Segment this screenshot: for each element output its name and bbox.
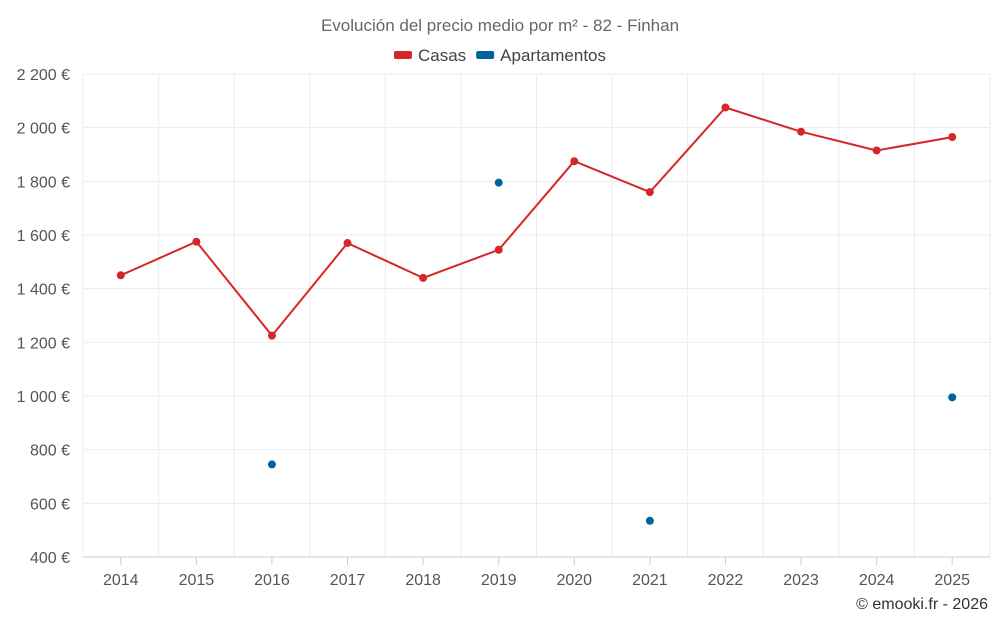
x-gridlines xyxy=(82,74,991,557)
x-tick-label: 2022 xyxy=(708,572,744,589)
data-point-apartamentos[interactable] xyxy=(494,178,503,187)
data-point-casas[interactable] xyxy=(419,273,428,282)
data-point-casas[interactable] xyxy=(343,239,352,248)
data-point-apartamentos[interactable] xyxy=(645,516,654,525)
series-casas xyxy=(116,103,957,340)
x-tick-label: 2020 xyxy=(556,572,592,589)
data-point-casas[interactable] xyxy=(645,188,654,197)
y-tick-label: 600 € xyxy=(30,496,70,513)
data-point-apartamentos[interactable] xyxy=(267,460,276,469)
x-tick-label: 2023 xyxy=(783,572,819,589)
series-line-casas xyxy=(120,106,953,337)
credit-text: © emooki.fr - 2026 xyxy=(856,596,988,613)
y-tick-label: 400 € xyxy=(30,550,70,567)
y-tick-label: 2 200 € xyxy=(17,67,70,84)
y-tick-label: 1 200 € xyxy=(17,335,70,352)
x-tick-label: 2025 xyxy=(934,572,970,589)
data-point-apartamentos[interactable] xyxy=(948,393,957,402)
y-tick-label: 1 800 € xyxy=(17,174,70,191)
y-axis-labels: 400 € 600 € 800 € 1 000 € 1 200 € 1 400 € 1 60… xyxy=(17,67,70,567)
data-point-casas[interactable] xyxy=(192,237,201,246)
x-axis-labels: 2014 2015 2016 2017 2018 2019 2020 2021 2022 2023… xyxy=(103,572,970,589)
x-tick-label: 2016 xyxy=(254,572,290,589)
legend-label-casas: Casas xyxy=(418,46,466,65)
x-tick-label: 2021 xyxy=(632,572,668,589)
y-tick-label: 1 400 € xyxy=(17,282,70,299)
legend-swatch-apartamentos xyxy=(476,51,495,59)
data-point-casas[interactable] xyxy=(872,146,881,155)
legend-item-casas[interactable]: Casas xyxy=(393,46,466,65)
legend[interactable]: Casas Apartamentos xyxy=(393,46,606,65)
legend-item-apartamentos[interactable]: Apartamentos xyxy=(476,46,606,65)
data-point-casas[interactable] xyxy=(797,127,806,136)
y-tick-label: 800 € xyxy=(30,443,70,460)
x-tick-label: 2019 xyxy=(481,572,517,589)
data-point-casas[interactable] xyxy=(494,245,503,254)
x-tick-label: 2018 xyxy=(405,572,441,589)
data-point-casas[interactable] xyxy=(570,157,579,166)
series-apartamentos xyxy=(267,178,957,525)
series-layer xyxy=(116,103,957,525)
data-point-casas[interactable] xyxy=(116,271,125,280)
legend-swatch-casas xyxy=(393,51,412,59)
chart-title: Evolución del precio medio por m² - 82 -… xyxy=(321,16,679,35)
data-point-casas[interactable] xyxy=(948,133,957,142)
x-tick-label: 2015 xyxy=(179,572,215,589)
data-point-casas[interactable] xyxy=(721,103,730,112)
x-tick-label: 2014 xyxy=(103,572,139,589)
data-point-casas[interactable] xyxy=(267,331,276,340)
x-tick-label: 2024 xyxy=(859,572,895,589)
x-tick-label: 2017 xyxy=(330,572,366,589)
y-tick-label: 1 000 € xyxy=(17,389,70,406)
legend-label-apartamentos: Apartamentos xyxy=(500,46,606,65)
y-tick-label: 2 000 € xyxy=(17,121,70,138)
y-tick-label: 1 600 € xyxy=(17,228,70,245)
x-axis-ticks xyxy=(120,557,953,565)
